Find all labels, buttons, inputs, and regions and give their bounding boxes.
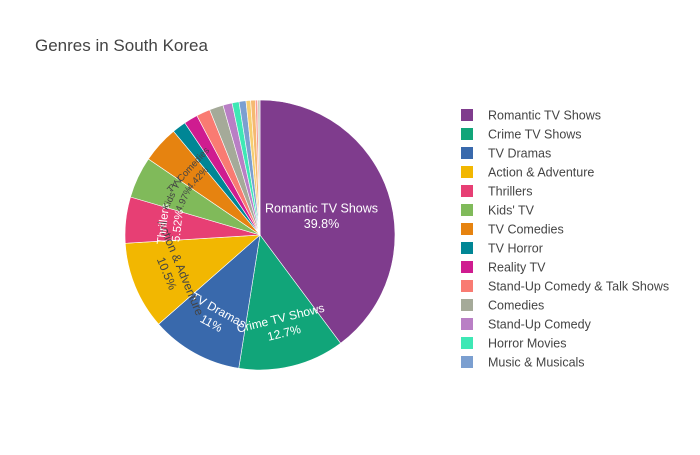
slice-label-percent: 39.8%: [304, 217, 339, 231]
legend-item-romantic-tv-shows[interactable]: Romantic TV Shows: [461, 109, 601, 123]
legend-label: Comedies: [488, 299, 544, 313]
legend-label: TV Comedies: [488, 223, 564, 237]
legend-swatch: [461, 337, 473, 349]
legend-item-stand-up-comedy-talk-shows[interactable]: Stand-Up Comedy & Talk Shows: [461, 280, 669, 294]
legend-label: Reality TV: [488, 261, 546, 275]
pie-slice-other-17[interactable]: [257, 99, 261, 236]
legend-swatch: [461, 242, 473, 254]
legend-swatch: [461, 109, 473, 121]
slice-label-name: Thrillers: [156, 203, 173, 245]
legend-label: Horror Movies: [488, 337, 567, 351]
legend-item-horror-movies[interactable]: Horror Movies: [461, 337, 567, 351]
pie-slice-romantic-tv-shows[interactable]: [259, 99, 396, 344]
legend-swatch: [461, 280, 473, 292]
legend-item-action-adventure[interactable]: Action & Adventure: [461, 166, 594, 180]
legend-item-tv-dramas[interactable]: TV Dramas: [461, 147, 551, 161]
legend-swatch: [461, 299, 473, 311]
legend-swatch: [461, 261, 473, 273]
legend-swatch: [461, 356, 473, 368]
pie-slices: [124, 99, 396, 371]
legend-label: Crime TV Shows: [488, 128, 582, 142]
legend-item-music-musicals[interactable]: Music & Musicals: [461, 356, 585, 370]
pie-slice-crime-tv-shows[interactable]: [238, 234, 342, 371]
legend-swatch: [461, 318, 473, 330]
legend-item-kids-tv[interactable]: Kids' TV: [461, 204, 535, 218]
legend-item-tv-comedies[interactable]: TV Comedies: [461, 223, 564, 237]
legend-item-reality-tv[interactable]: Reality TV: [461, 261, 546, 275]
legend: Romantic TV Shows Crime TV Shows TV Dramas…: [461, 109, 669, 370]
legend-swatch: [461, 166, 473, 178]
legend-item-tv-horror[interactable]: TV Horror: [461, 242, 543, 256]
legend-label: Stand-Up Comedy: [488, 318, 592, 332]
legend-swatch: [461, 204, 473, 216]
legend-item-thrillers[interactable]: Thrillers: [461, 185, 532, 199]
chart-title: Genres in South Korea: [35, 36, 208, 55]
legend-label: Romantic TV Shows: [488, 109, 601, 123]
legend-label: Kids' TV: [488, 204, 535, 218]
legend-swatch: [461, 128, 473, 140]
legend-item-stand-up-comedy[interactable]: Stand-Up Comedy: [461, 318, 592, 332]
legend-label: Stand-Up Comedy & Talk Shows: [488, 280, 669, 294]
legend-swatch: [461, 147, 473, 159]
legend-swatch: [461, 223, 473, 235]
legend-swatch: [461, 185, 473, 197]
legend-label: Music & Musicals: [488, 356, 585, 370]
legend-label: TV Dramas: [488, 147, 551, 161]
slice-label-name: Romantic TV Shows: [265, 202, 378, 216]
legend-label: Thrillers: [488, 185, 532, 199]
legend-item-crime-tv-shows[interactable]: Crime TV Shows: [461, 128, 582, 142]
pie-slice-action-adventure[interactable]: [124, 234, 261, 325]
slice-label-percent: 5.52%: [170, 209, 186, 243]
legend-label: Action & Adventure: [488, 166, 594, 180]
legend-label: TV Horror: [488, 242, 543, 256]
pie-slice-tv-dramas[interactable]: [158, 234, 261, 369]
legend-item-comedies[interactable]: Comedies: [461, 299, 544, 313]
